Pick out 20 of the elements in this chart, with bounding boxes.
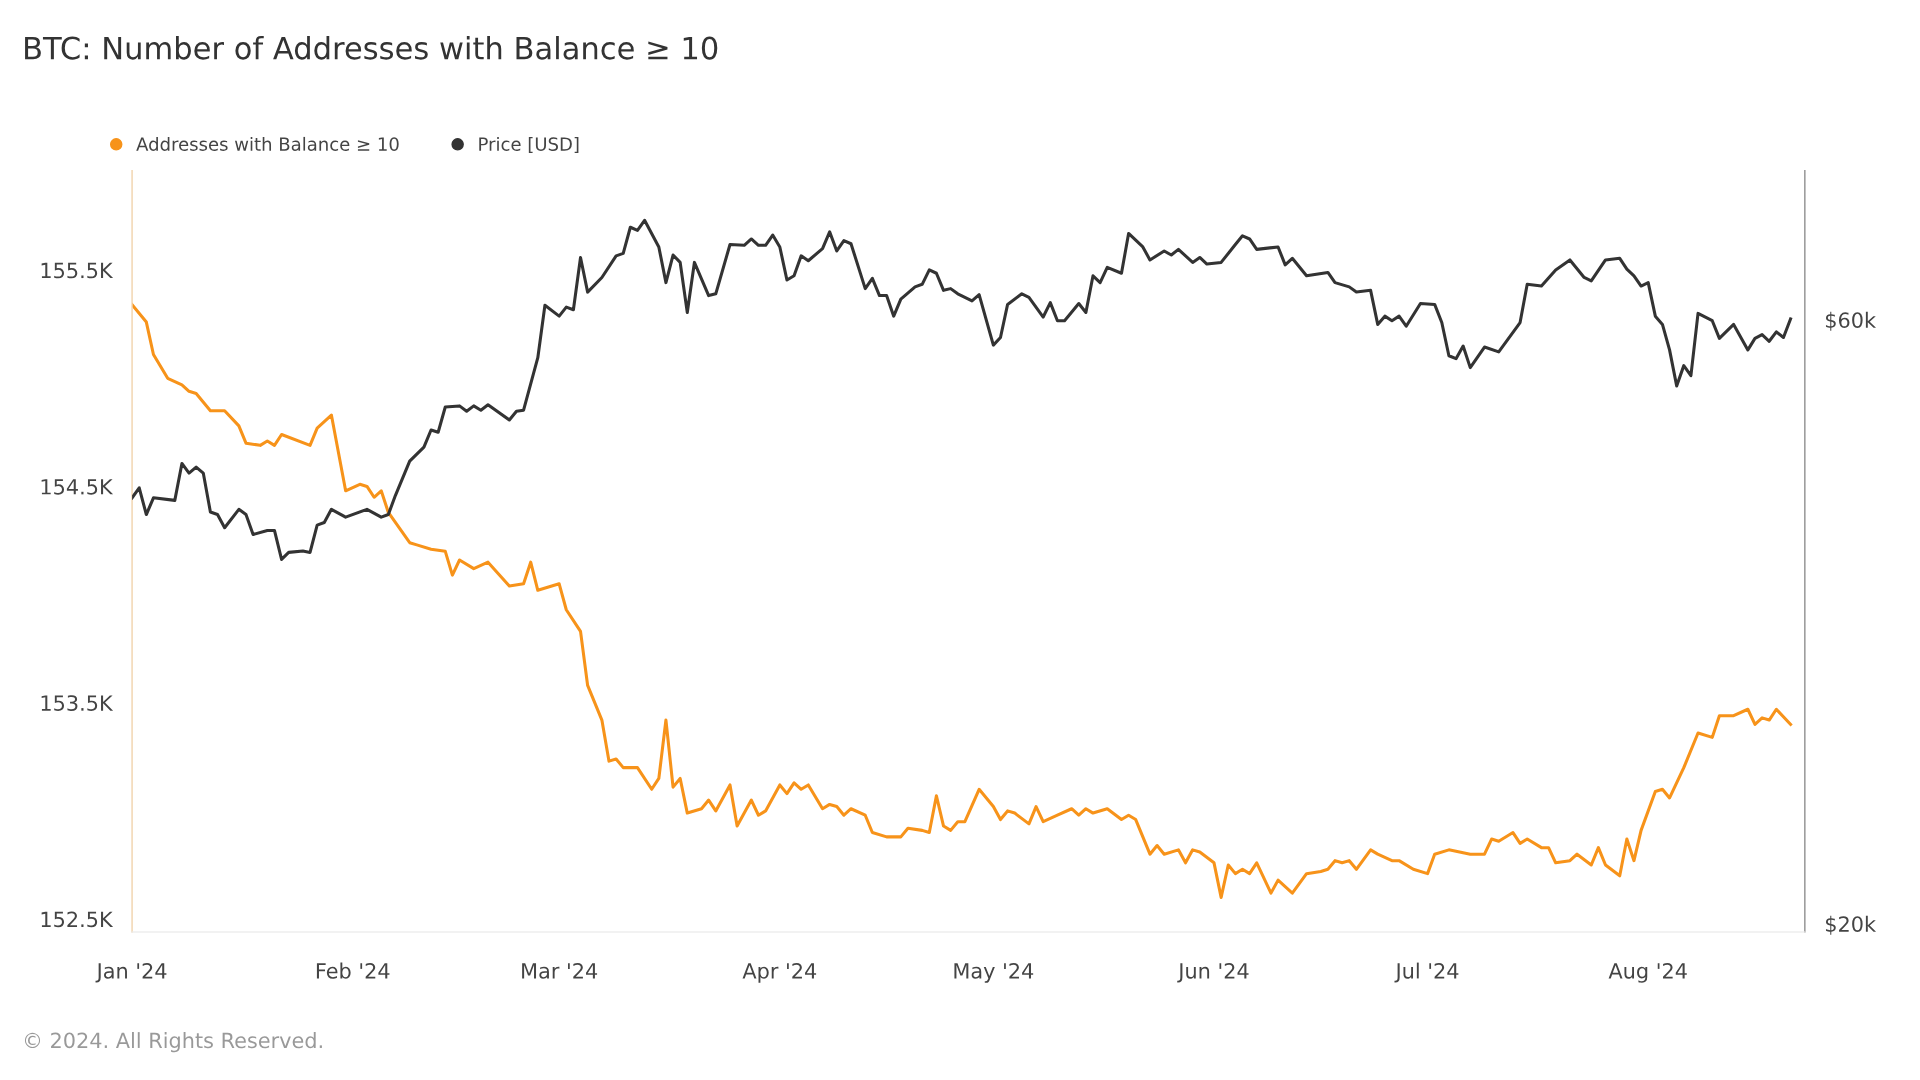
x-tick-label: Apr '24 bbox=[742, 962, 817, 983]
x-tick-label: Jun '24 bbox=[1177, 962, 1249, 983]
chart-title: BTC: Number of Addresses with Balance ≥ 10 bbox=[25, 35, 718, 60]
y2-tick-label: $60k bbox=[1825, 311, 1877, 331]
y-tick-label: 153.5K bbox=[41, 695, 114, 711]
legend-label: Price [USD] bbox=[479, 136, 579, 154]
y2-tick-label: $20k bbox=[1825, 915, 1877, 935]
line-series bbox=[132, 303, 1793, 899]
x-tick-label: Aug '24 bbox=[1608, 962, 1687, 983]
y-tick-label: 152.5K bbox=[41, 911, 114, 928]
y-tick-label: 154.5K bbox=[41, 479, 114, 495]
x-tick-label: Jan '24 bbox=[95, 962, 167, 983]
line-series bbox=[132, 218, 1793, 561]
y-tick-label: 155.5K bbox=[41, 262, 114, 279]
x-tick-label: Jul '24 bbox=[1394, 962, 1459, 983]
legend-label: Addresses with Balance ≥ 10 bbox=[136, 136, 399, 151]
x-tick-label: Feb '24 bbox=[316, 962, 390, 979]
text: © 2024. All Rights Reserved. bbox=[24, 1032, 322, 1053]
x-tick-label: May '24 bbox=[954, 962, 1034, 983]
x-tick-label: Mar '24 bbox=[522, 962, 598, 979]
